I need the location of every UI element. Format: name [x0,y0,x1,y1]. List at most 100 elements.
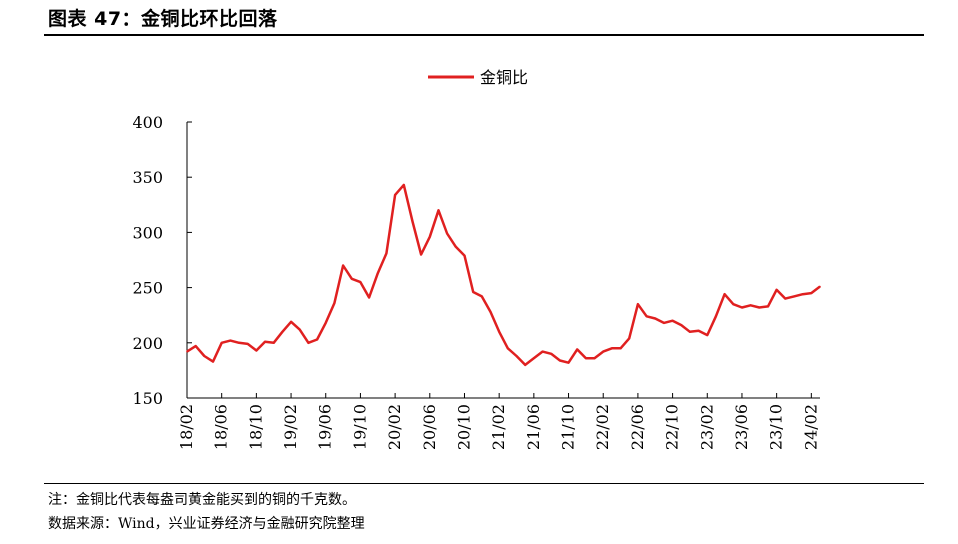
x-tick-label: 18/06 [212,404,231,450]
x-tick-label: 22/02 [593,404,612,450]
y-tick-label: 300 [132,223,163,242]
data-point [801,293,804,296]
x-tick-label: 21/10 [559,404,578,450]
data-point [489,311,492,313]
data-point [619,347,622,350]
data-point [281,331,284,333]
series-line-gold-copper-ratio [186,183,821,367]
x-tick-label: 23/06 [732,404,751,450]
data-point [411,220,414,223]
y-tick-label: 150 [132,389,163,408]
data-point [377,272,379,275]
data-point [507,347,509,350]
data-point [498,331,501,333]
data-point [272,342,275,344]
data-point [741,306,743,309]
data-point [550,353,552,355]
data-point [194,345,197,347]
data-point [602,350,604,353]
y-axis-ticks: 150 200 250 300 350 400 [132,113,192,408]
x-tick-label: 19/02 [281,404,300,450]
axes [186,122,820,399]
data-point [524,364,526,366]
data-point [229,339,232,342]
y-tick-label: 400 [132,113,163,132]
data-point [715,315,717,318]
data-point [351,278,353,280]
data-point [255,349,258,352]
data-point [767,305,769,308]
data-point [533,357,535,360]
data-point [793,295,795,298]
data-point [403,184,405,186]
data-point [637,303,639,306]
data-point [689,331,691,333]
data-point [368,296,370,299]
data-point [671,319,674,322]
legend-label-gold-copper-ratio: 金铜比 [480,68,528,87]
data-point [385,252,388,255]
x-tick-label: 20/06 [420,404,439,450]
data-point [559,359,561,362]
data-point [697,329,700,332]
data-point [437,209,440,212]
data-point [576,348,578,351]
x-axis-ticks: 18/02 18/06 18/10 19/02 19/06 19/10 20/02 20/06… [177,393,820,450]
data-point [429,236,431,238]
chart-note: 注：金铜比代表每盎司黄金能买到的铜的千克数。 [48,492,356,508]
y-tick-label: 350 [132,168,163,187]
data-point [203,355,206,357]
data-point [810,292,813,294]
data-point [298,328,301,331]
title-rule [44,34,924,36]
data-point [723,293,726,296]
data-point [307,342,310,344]
data-point [246,343,249,345]
data-point [359,281,362,283]
data-point [463,254,466,257]
x-tick-label: 23/02 [697,404,716,450]
data-point [481,295,483,298]
y-tick-label: 200 [132,334,163,353]
data-point [238,342,240,344]
data-point [775,289,778,291]
x-tick-label: 20/02 [385,404,404,450]
x-tick-label: 24/02 [801,404,820,450]
x-tick-label: 23/10 [767,404,786,450]
data-point [593,357,596,360]
data-point [446,232,448,235]
data-point [472,291,475,293]
data-point [316,338,318,341]
data-point [784,297,787,300]
data-point [732,303,735,306]
data-point [749,304,752,307]
legend: 金铜比 [428,68,528,87]
x-tick-label: 19/06 [316,404,335,450]
x-tick-label: 18/10 [246,404,265,450]
data-point [290,321,292,323]
footer-rule [44,483,924,484]
x-tick-label: 20/10 [454,404,473,450]
series-group [186,183,821,367]
data-point [342,264,344,267]
data-point [758,306,761,309]
data-point [394,194,396,196]
data-point [663,322,665,324]
data-point [567,361,570,364]
data-point [220,342,223,344]
data-point [186,350,188,353]
x-tick-label: 19/10 [350,404,369,450]
data-source-note: 数据来源：Wind，兴业证券经济与金融研究院整理 [48,516,365,532]
data-point [212,360,214,363]
y-tick-label: 250 [132,279,163,298]
data-point [628,337,630,340]
data-point [654,317,656,320]
data-point [515,355,518,357]
data-point [706,334,709,336]
data-point [455,246,457,248]
chart-title: 图表 47：金铜比环比回落 [48,8,278,30]
x-tick-label: 22/06 [628,404,647,450]
data-point [680,324,683,326]
x-tick-label: 22/10 [663,404,682,450]
x-tick-label: 18/02 [177,404,196,450]
